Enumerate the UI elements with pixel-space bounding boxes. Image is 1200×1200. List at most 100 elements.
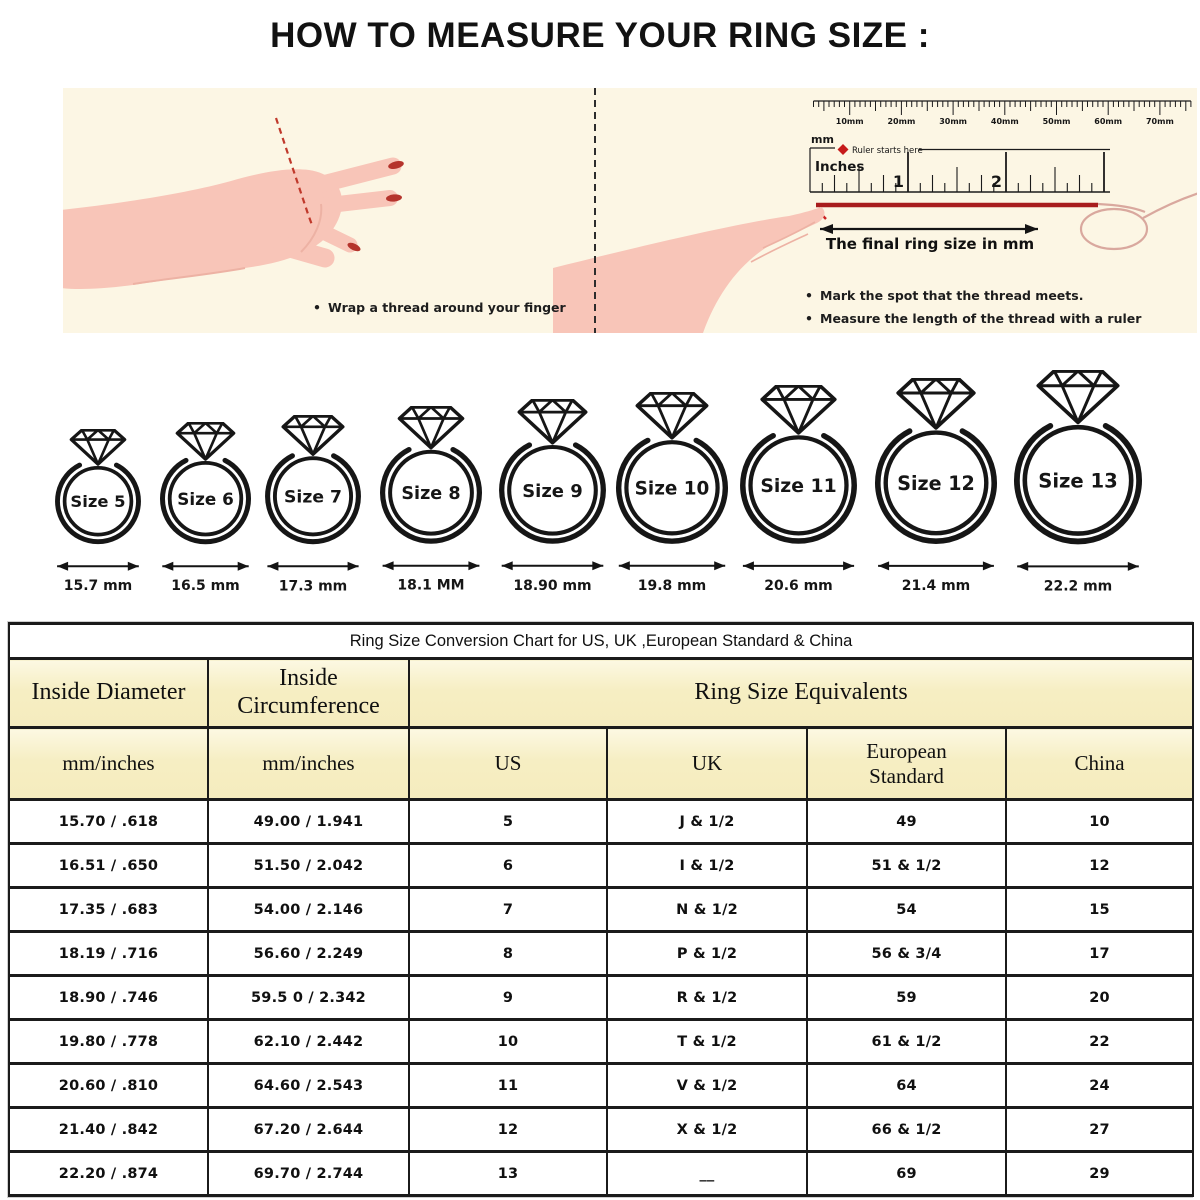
- ruler-inches-label: Inches: [815, 159, 864, 175]
- diamond-icon: [1036, 368, 1120, 424]
- subheader-mm-inches: mm/inches: [207, 726, 410, 801]
- conversion-table: Ring Size Conversion Chart for US, UK ,E…: [7, 622, 1195, 1197]
- ruler-start-marker-icon: [837, 144, 849, 155]
- ruler-measuring-illustration: 10mm 20mm 30mm 40mm 50mm 60mm 70mm mm Ruler star…: [553, 100, 1197, 333]
- table-cell: 59: [806, 974, 1007, 1021]
- table-cell: 7: [408, 886, 608, 933]
- ring-diameter-label: 20.6 mm: [764, 578, 833, 594]
- ring-band-inner: [506, 445, 598, 536]
- final-ring-size-label: The final ring size in mm: [825, 235, 1035, 253]
- ring-diameter-label: 16.5 mm: [171, 578, 240, 594]
- ruler-mm-label: 30mm: [939, 117, 967, 126]
- instruction-text: Mark the spot that the thread meets.: [820, 288, 1084, 303]
- table-cell: 66 & 1/2: [806, 1106, 1007, 1153]
- diamond-icon: [281, 413, 345, 456]
- fingernails: [347, 161, 404, 252]
- ring-band-inner: [883, 430, 989, 536]
- table-row: 20.60 / .810 64.60 / 2.543 11 V & 1/2 64 24: [8, 1062, 1195, 1109]
- diameter-arrow: [57, 561, 139, 571]
- ring-size-row: Size 5 15.7 mm Size 6 16.5 mm: [0, 368, 1200, 600]
- table-cell: 10: [1004, 798, 1195, 845]
- fingers: [273, 157, 402, 268]
- table-cell: N & 1/2: [606, 886, 808, 933]
- diamond-icon: [896, 377, 976, 430]
- ruler-mm-unit: mm: [811, 133, 834, 146]
- table-cell: 56.60 / 2.249: [207, 930, 410, 977]
- table-cell: V & 1/2: [606, 1062, 808, 1109]
- ring-icon: Size 13 22.2 mm: [1014, 368, 1142, 594]
- ruler-mm-label: 70mm: [1146, 117, 1174, 126]
- ring-icon: Size 8 18.1 MM: [380, 405, 482, 594]
- ring-icon: Size 11 20.6 mm: [739, 384, 857, 594]
- ring-icon: Size 7 17.3 mm: [265, 413, 361, 594]
- table-cell: P & 1/2: [606, 930, 808, 977]
- table-cell: 29: [1004, 1150, 1195, 1197]
- table-cell: J & 1/2: [606, 798, 808, 845]
- table-row: 16.51 / .650 51.50 / 2.042 6 I & 1/2 51 & 1/…: [8, 842, 1195, 889]
- table-cell: 69: [806, 1150, 1007, 1197]
- table-cell: 27: [1004, 1106, 1195, 1153]
- subheader-uk: UK: [606, 726, 808, 801]
- table-cell: R & 1/2: [606, 974, 808, 1021]
- table-cell: 12: [1004, 842, 1195, 889]
- header-ring-size-equivalents: Ring Size Equivalents: [407, 657, 1195, 729]
- table-row: 15.70 / .618 49.00 / 1.941 5 J & 1/2 49 10: [8, 798, 1195, 845]
- ring-diameter-label: 22.2 mm: [1044, 578, 1113, 594]
- ring-band-inner: [747, 435, 849, 536]
- ring-item: Size 13 22.2 mm: [1005, 368, 1151, 600]
- ring-item: Size 5 15.7 mm: [46, 428, 150, 600]
- ring-item: Size 6 16.5 mm: [151, 421, 260, 600]
- ring-icon: Size 5 15.7 mm: [55, 428, 141, 594]
- ring-band-outer: [380, 447, 482, 544]
- table-row: 22.20 / .874 69.70 / 2.744 13 __ 69 29: [8, 1150, 1195, 1197]
- ring-item: Size 9 18.90 mm: [490, 398, 615, 600]
- table-cell: 64: [806, 1062, 1007, 1109]
- instruction-measure-thread: • Measure the length of the thread with a…: [805, 311, 1141, 326]
- ring-band-outer: [159, 457, 251, 544]
- table-cell: 18.90 / .746: [8, 974, 209, 1021]
- ruler-mm-label: 60mm: [1094, 117, 1122, 126]
- instruction-mark-spot: • Mark the spot that the thread meets.: [805, 288, 1083, 303]
- ring-band-outer: [55, 462, 141, 544]
- table-cell: 11: [408, 1062, 608, 1109]
- table-cell: 20.60 / .810: [8, 1062, 209, 1109]
- panel-divider: [594, 88, 596, 333]
- diamond-icon: [635, 391, 709, 440]
- ring-size-label: Size 10: [635, 479, 710, 500]
- ruler-mm-label: 20mm: [887, 117, 915, 126]
- ring-band-outer: [265, 452, 361, 544]
- table-cell: __: [606, 1150, 808, 1197]
- table-cell: 13: [408, 1150, 608, 1197]
- table-cell: 51 & 1/2: [806, 842, 1007, 889]
- table-cell: 56 & 3/4: [806, 930, 1007, 977]
- ring-band-inner: [272, 455, 354, 537]
- table-cell: 6: [408, 842, 608, 889]
- thread-loop: [1079, 192, 1197, 251]
- diamond-icon: [69, 428, 127, 466]
- table-cell: 5: [408, 798, 608, 845]
- ring-item: Size 12 21.4 mm: [866, 377, 1006, 600]
- table-cell: 49.00 / 1.941: [207, 798, 410, 845]
- subheader-china: China: [1004, 726, 1195, 801]
- ring-diameter-label: 15.7 mm: [64, 578, 133, 594]
- subheader-mm-inches: mm/inches: [8, 726, 209, 801]
- palm-shading: [132, 203, 323, 285]
- final-size-arrow: [820, 224, 1038, 234]
- diameter-arrow: [382, 561, 480, 571]
- ring-band-outer: [1014, 422, 1142, 544]
- instructions-illustration: 10mm 20mm 30mm 40mm 50mm 60mm 70mm mm Ruler star…: [63, 88, 1197, 333]
- ring-diameter-label: 18.90 mm: [513, 578, 591, 594]
- table-cell: 51.50 / 2.042: [207, 842, 410, 889]
- ring-diameter-label: 19.8 mm: [638, 578, 707, 594]
- instruction-wrap-thread: • Wrap a thread around your finger: [313, 300, 566, 315]
- table-row: 17.35 / .683 54.00 / 2.146 7 N & 1/2 54 15: [8, 886, 1195, 933]
- ruler-inch-number: 1: [893, 172, 904, 191]
- table-cell: 64.60 / 2.543: [207, 1062, 410, 1109]
- conversion-table-wrap: Ring Size Conversion Chart for US, UK ,E…: [7, 622, 1195, 1197]
- ring-band-inner: [62, 465, 134, 537]
- bullet-icon: •: [805, 288, 813, 303]
- thread-dashed: [274, 117, 314, 226]
- measuring-hand-shape: [553, 207, 825, 333]
- ring-size-label: Size 8: [401, 484, 460, 504]
- diameter-arrow: [1017, 561, 1139, 571]
